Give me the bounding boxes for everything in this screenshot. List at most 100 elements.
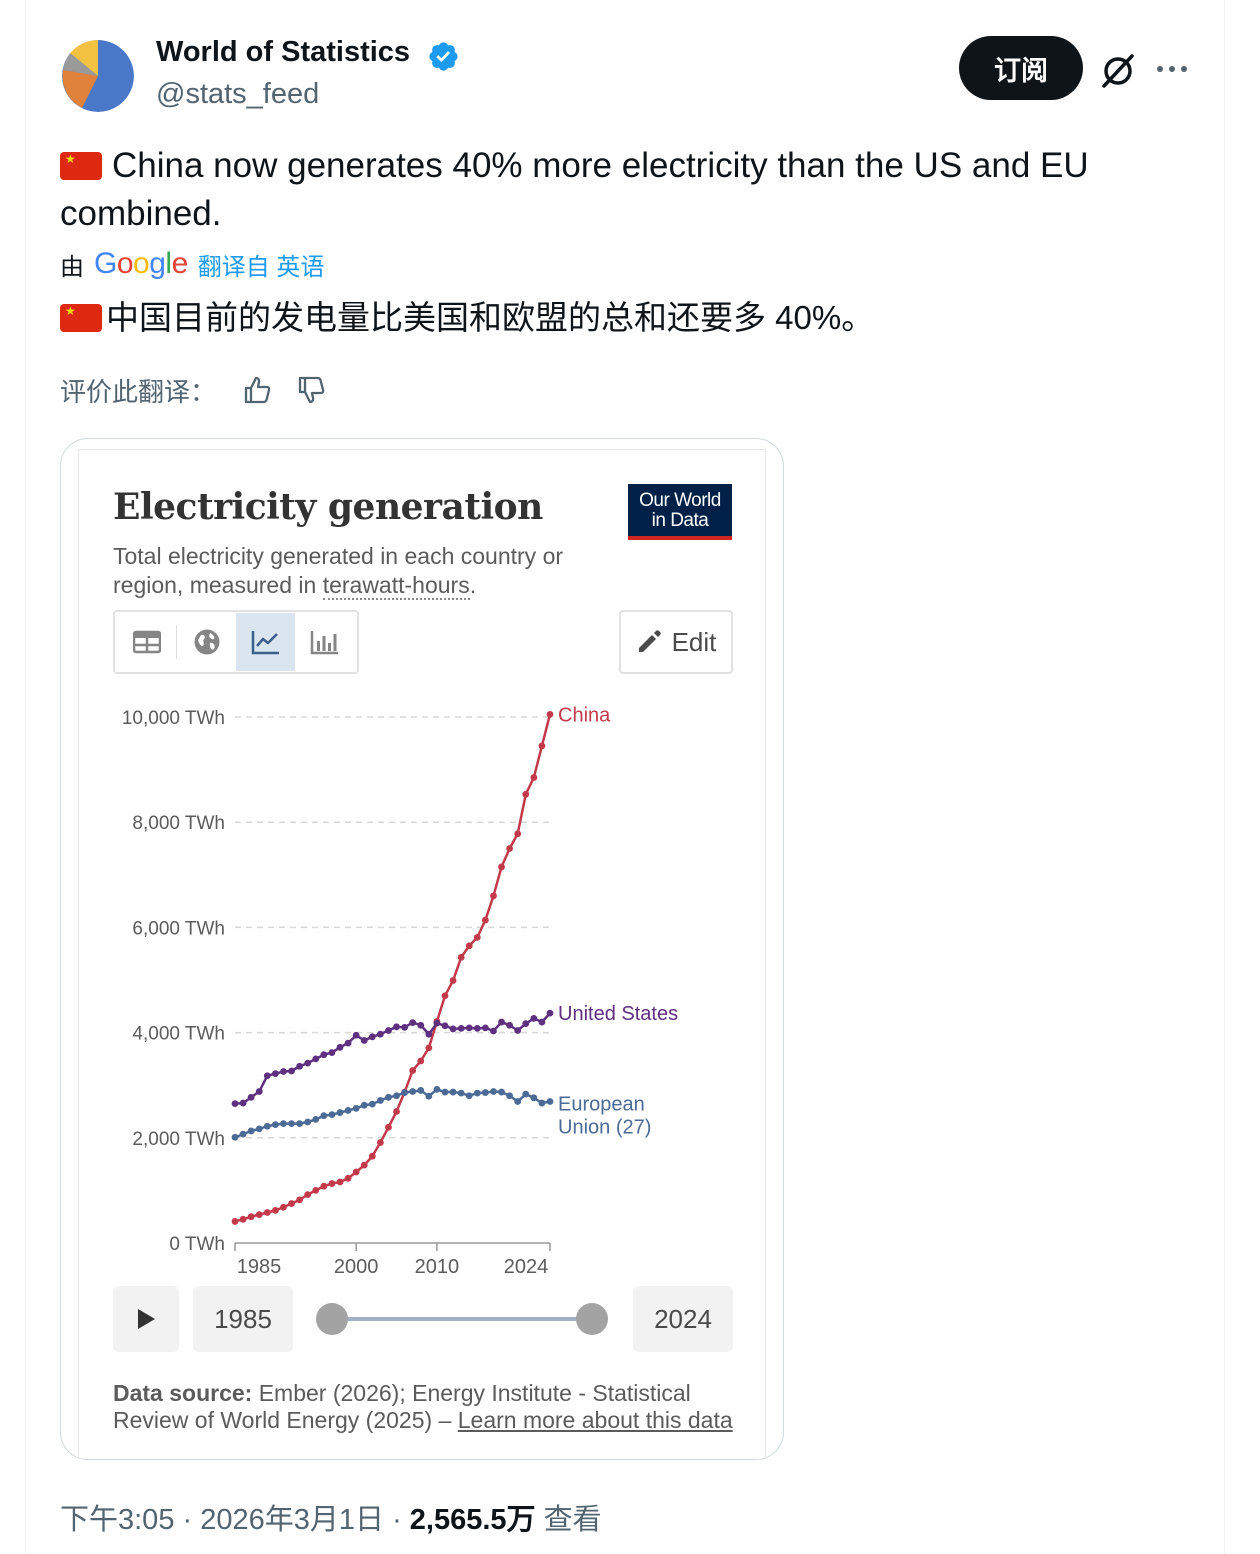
owid-logo-line2: in Data — [651, 510, 709, 531]
data-point-european-union-27 — [417, 1087, 425, 1094]
data-point-european-union-27 — [328, 1111, 336, 1119]
terawatt-hours-link[interactable]: terawatt-hours — [322, 572, 470, 600]
data-point-united-states — [433, 1019, 441, 1027]
data-point-united-states — [312, 1055, 320, 1063]
data-point-united-states — [352, 1031, 360, 1039]
data-point-china — [481, 916, 489, 924]
bar-chart-icon — [310, 631, 338, 655]
data-point-european-union-27 — [352, 1104, 360, 1112]
data-point-china — [522, 790, 530, 798]
media-card[interactable]: Electricity generation Total electricity… — [60, 438, 784, 1460]
data-point-european-union-27 — [465, 1092, 473, 1100]
edit-button[interactable]: Edit — [619, 610, 733, 674]
post-time[interactable]: 下午3:05 — [60, 1504, 175, 1536]
translated-from-link[interactable]: 翻译自 英语 — [197, 253, 325, 281]
data-point-european-union-27 — [473, 1089, 481, 1097]
data-point-united-states — [481, 1024, 489, 1032]
china-flag-icon — [60, 304, 102, 332]
tab-table[interactable] — [117, 613, 176, 671]
data-point-european-union-27 — [376, 1097, 384, 1104]
timeline-start-handle[interactable] — [316, 1303, 348, 1335]
x-tick-label: 2010 — [415, 1256, 460, 1278]
data-point-china — [280, 1203, 287, 1211]
tab-line-chart[interactable] — [236, 613, 295, 671]
data-point-united-states — [417, 1021, 425, 1029]
post-text-line1: China now generates 40% more electricity… — [112, 146, 1089, 185]
data-point-united-states — [280, 1068, 287, 1075]
translation-by-label: 由 — [60, 253, 84, 281]
data-point-china — [255, 1211, 263, 1218]
y-tick-label: 0 TWh — [169, 1234, 225, 1255]
series-label-european-union-27: Union (27) — [558, 1117, 651, 1139]
data-point-united-states — [368, 1033, 376, 1041]
data-point-china — [344, 1174, 352, 1182]
verified-badge-icon — [429, 42, 458, 71]
y-tick-label: 2,000 TWh — [132, 1129, 225, 1150]
data-point-european-union-27 — [522, 1090, 530, 1098]
post-date[interactable]: 2026年3月1日 — [200, 1504, 385, 1536]
data-point-european-union-27 — [263, 1122, 271, 1130]
data-point-united-states — [465, 1024, 473, 1032]
data-point-european-union-27 — [247, 1127, 255, 1135]
data-point-united-states — [263, 1072, 271, 1080]
timeline-start-year[interactable]: 1985 — [193, 1286, 293, 1352]
google-logo: Google — [94, 247, 188, 280]
data-point-china — [465, 942, 473, 950]
data-point-united-states — [376, 1030, 384, 1038]
data-point-china — [304, 1191, 312, 1199]
data-point-china — [288, 1200, 295, 1207]
data-point-european-union-27 — [425, 1092, 433, 1100]
data-point-european-union-27 — [441, 1088, 449, 1096]
timeline-end-year[interactable]: 2024 — [633, 1286, 733, 1352]
series-label-china: China — [558, 704, 611, 726]
data-point-european-union-27 — [239, 1130, 247, 1138]
timeline-controls: 1985 2024 — [113, 1286, 733, 1352]
data-point-european-union-27 — [490, 1088, 497, 1095]
owid-logo[interactable]: Our World in Data — [628, 484, 732, 540]
data-point-united-states — [385, 1027, 392, 1034]
data-point-china — [409, 1067, 417, 1074]
line-chart[interactable]: 0 TWh 2,000 TWh 4,000 TWh 6,000 TWh 8,000 TW… — [79, 686, 767, 1282]
tab-bar-chart[interactable] — [295, 613, 354, 671]
grok-icon[interactable] — [1098, 50, 1138, 90]
data-point-united-states — [271, 1070, 279, 1078]
thumbs-down-icon[interactable] — [296, 375, 326, 405]
y-tick-label: 10,000 TWh — [122, 708, 225, 729]
china-flag-icon — [60, 152, 102, 180]
subscribe-button[interactable]: 订阅 — [959, 36, 1083, 100]
data-point-united-states — [288, 1067, 295, 1075]
learn-more-link[interactable]: Learn more about this data — [457, 1407, 733, 1433]
data-point-united-states — [490, 1027, 497, 1035]
author-handle[interactable]: @stats_feed — [156, 78, 320, 110]
data-point-united-states — [255, 1088, 263, 1095]
author-display-name[interactable]: World of Statistics — [156, 36, 411, 68]
play-button[interactable] — [113, 1286, 179, 1352]
translation-attribution: 由 Google 翻译自 英语 — [60, 246, 324, 282]
data-point-european-union-27 — [498, 1088, 505, 1096]
timeline-end-handle[interactable] — [576, 1303, 608, 1335]
line-chart-icon — [251, 631, 279, 655]
data-point-china — [360, 1161, 368, 1169]
avatar[interactable] — [62, 40, 134, 112]
post-metadata: 下午3:05 · 2026年3月1日 · 2,565.5万 查看 — [60, 1504, 602, 1536]
y-tick-label: 6,000 TWh — [132, 918, 225, 939]
data-point-european-union-27 — [433, 1086, 441, 1093]
timeline-column-frame — [25, 0, 1225, 1554]
tab-map[interactable] — [177, 613, 236, 671]
data-point-china — [352, 1168, 360, 1176]
thumbs-up-icon[interactable] — [242, 375, 272, 405]
data-point-european-union-27 — [344, 1107, 352, 1114]
data-point-china — [376, 1139, 384, 1146]
data-point-european-union-27 — [538, 1099, 546, 1107]
data-point-united-states — [538, 1018, 546, 1026]
more-options-icon[interactable] — [1154, 52, 1190, 86]
data-point-european-union-27 — [401, 1089, 409, 1096]
data-point-china — [239, 1215, 247, 1223]
data-point-european-union-27 — [449, 1088, 457, 1096]
data-point-china — [368, 1152, 376, 1160]
timeline-slider-track[interactable] — [335, 1317, 593, 1321]
data-point-united-states — [336, 1043, 344, 1051]
edit-label: Edit — [671, 626, 717, 657]
data-point-european-union-27 — [320, 1112, 328, 1120]
data-point-united-states — [344, 1039, 352, 1047]
